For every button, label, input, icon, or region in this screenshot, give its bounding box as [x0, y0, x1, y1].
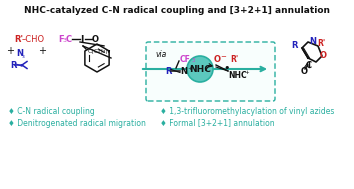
Text: N: N — [180, 67, 187, 75]
Text: +: + — [6, 46, 14, 56]
Text: R': R' — [230, 54, 238, 64]
Text: F: F — [58, 35, 64, 43]
Text: O: O — [320, 50, 326, 60]
Text: ♦ 1,3-trifluoromethylacylation of vinyl azides: ♦ 1,3-trifluoromethylacylation of vinyl … — [160, 108, 335, 116]
Text: –CHO: –CHO — [22, 35, 45, 43]
Text: NHC: NHC — [189, 64, 211, 74]
Text: R': R' — [317, 40, 325, 49]
Text: R: R — [165, 67, 171, 75]
Text: I: I — [80, 35, 84, 43]
Text: NHC: NHC — [228, 70, 247, 80]
Text: 3: 3 — [63, 39, 67, 43]
Circle shape — [187, 56, 213, 82]
FancyBboxPatch shape — [146, 42, 275, 101]
Text: +: + — [38, 46, 46, 56]
Text: C: C — [66, 35, 72, 43]
Text: O: O — [214, 54, 221, 64]
Text: C(CH₃)₂: C(CH₃)₂ — [88, 49, 111, 53]
Text: R: R — [10, 60, 17, 70]
Text: ♦ Denitrogenated radical migration: ♦ Denitrogenated radical migration — [8, 119, 146, 128]
Text: ♦ Formal [3+2+1] annulation: ♦ Formal [3+2+1] annulation — [160, 119, 275, 128]
Text: O: O — [301, 67, 308, 75]
Text: 3: 3 — [192, 59, 195, 64]
Text: NHC-catalyzed C-N radical coupling and [3+2+1] annulation: NHC-catalyzed C-N radical coupling and [… — [24, 6, 330, 15]
Text: ♦ C-N radical coupling: ♦ C-N radical coupling — [8, 108, 95, 116]
Text: N: N — [16, 50, 23, 59]
FancyArrowPatch shape — [206, 64, 212, 70]
Text: CF: CF — [180, 54, 191, 64]
Text: N: N — [309, 36, 316, 46]
Text: C: C — [306, 61, 312, 70]
Text: •: • — [224, 63, 230, 73]
Text: −: − — [220, 54, 226, 60]
Text: ₃: ₃ — [22, 53, 25, 59]
Text: +: + — [187, 66, 192, 70]
Text: R': R' — [14, 35, 23, 43]
Text: O: O — [92, 35, 99, 43]
Text: +: + — [244, 70, 249, 75]
Text: R: R — [292, 40, 298, 50]
Text: via: via — [155, 50, 166, 59]
